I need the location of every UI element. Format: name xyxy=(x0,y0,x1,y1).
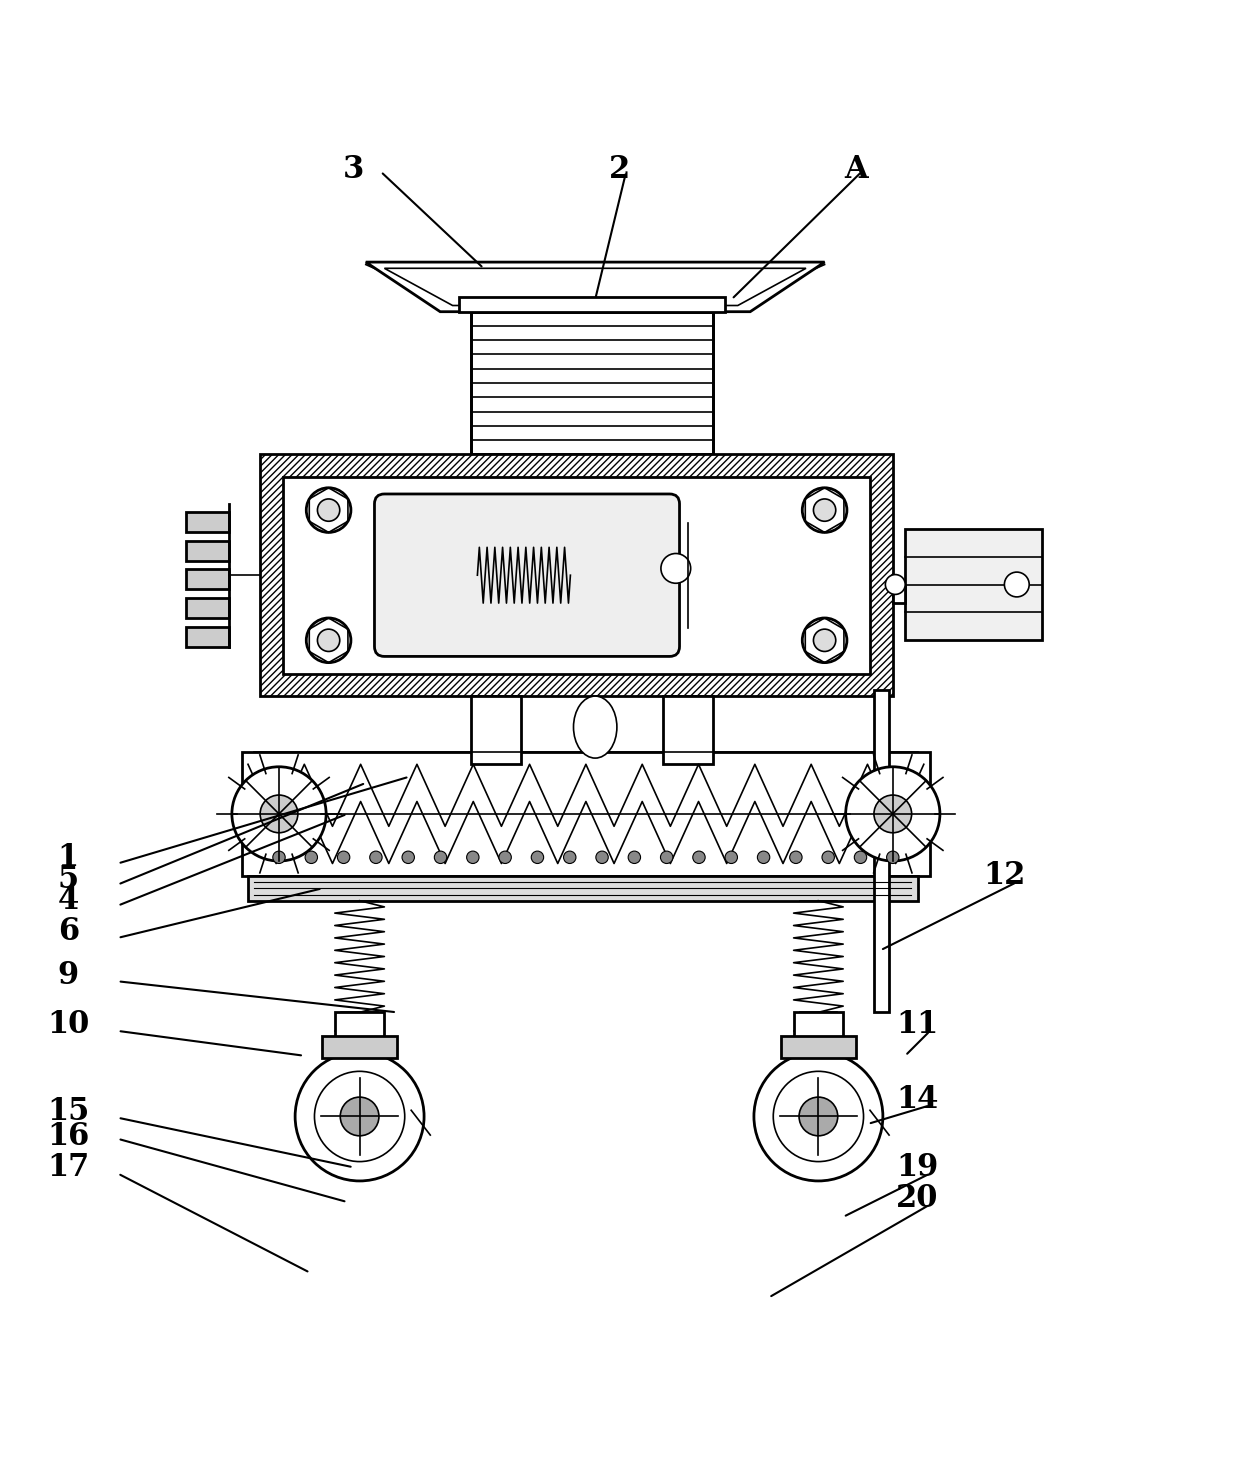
Text: 14: 14 xyxy=(897,1084,939,1115)
Text: 11: 11 xyxy=(897,1009,939,1040)
Bar xyxy=(459,297,725,312)
Circle shape xyxy=(758,850,770,864)
Circle shape xyxy=(563,850,575,864)
Circle shape xyxy=(531,850,543,864)
Text: 2: 2 xyxy=(609,154,631,185)
Bar xyxy=(186,541,229,561)
Circle shape xyxy=(337,850,350,864)
Circle shape xyxy=(596,850,609,864)
Polygon shape xyxy=(366,262,825,312)
Circle shape xyxy=(885,574,905,595)
Circle shape xyxy=(466,850,479,864)
Circle shape xyxy=(802,488,847,532)
Text: 3: 3 xyxy=(342,154,365,185)
Text: A: A xyxy=(843,154,868,185)
Bar xyxy=(248,876,918,901)
Circle shape xyxy=(822,850,835,864)
Bar xyxy=(874,689,889,1012)
Circle shape xyxy=(370,850,382,864)
Bar xyxy=(905,528,1042,640)
Circle shape xyxy=(260,796,298,833)
Text: 10: 10 xyxy=(47,1009,89,1040)
Bar xyxy=(242,751,930,876)
Text: 19: 19 xyxy=(897,1152,939,1183)
Bar xyxy=(260,454,893,697)
Bar xyxy=(186,569,229,590)
Circle shape xyxy=(1004,572,1029,598)
Text: 9: 9 xyxy=(57,960,79,991)
Circle shape xyxy=(874,796,911,833)
Circle shape xyxy=(434,850,446,864)
Bar xyxy=(186,512,229,532)
Text: 1: 1 xyxy=(57,842,79,873)
Bar xyxy=(781,1035,856,1057)
Bar xyxy=(186,627,229,646)
Circle shape xyxy=(232,766,326,861)
Bar xyxy=(471,312,713,454)
Circle shape xyxy=(887,850,899,864)
FancyBboxPatch shape xyxy=(374,494,680,657)
Circle shape xyxy=(693,850,706,864)
Circle shape xyxy=(629,850,641,864)
Bar xyxy=(794,1012,843,1050)
Bar xyxy=(663,697,713,765)
Text: 20: 20 xyxy=(897,1183,939,1214)
Ellipse shape xyxy=(573,697,618,759)
Circle shape xyxy=(317,498,340,521)
Circle shape xyxy=(305,850,317,864)
Circle shape xyxy=(846,766,940,861)
Circle shape xyxy=(790,850,802,864)
Polygon shape xyxy=(384,268,806,306)
Circle shape xyxy=(498,850,511,864)
Circle shape xyxy=(306,618,351,663)
Text: 5: 5 xyxy=(57,864,79,895)
Circle shape xyxy=(725,850,738,864)
Circle shape xyxy=(802,618,847,663)
Circle shape xyxy=(306,488,351,532)
Circle shape xyxy=(273,850,285,864)
Bar xyxy=(322,1035,397,1057)
Bar xyxy=(283,476,870,674)
Bar xyxy=(893,584,905,603)
Circle shape xyxy=(661,553,691,583)
Circle shape xyxy=(854,850,867,864)
Text: 17: 17 xyxy=(47,1152,89,1183)
Circle shape xyxy=(799,1097,838,1136)
Circle shape xyxy=(295,1052,424,1180)
Circle shape xyxy=(754,1052,883,1180)
Circle shape xyxy=(317,629,340,651)
Text: 16: 16 xyxy=(47,1121,89,1152)
Bar xyxy=(186,598,229,618)
Bar xyxy=(471,697,521,765)
Text: 12: 12 xyxy=(983,861,1025,892)
Circle shape xyxy=(340,1097,379,1136)
Circle shape xyxy=(813,629,836,651)
Bar xyxy=(335,1012,384,1050)
Circle shape xyxy=(402,850,414,864)
Text: 6: 6 xyxy=(57,916,79,947)
Circle shape xyxy=(813,498,836,521)
Circle shape xyxy=(661,850,673,864)
Text: 15: 15 xyxy=(47,1096,89,1127)
Text: 4: 4 xyxy=(57,886,79,916)
